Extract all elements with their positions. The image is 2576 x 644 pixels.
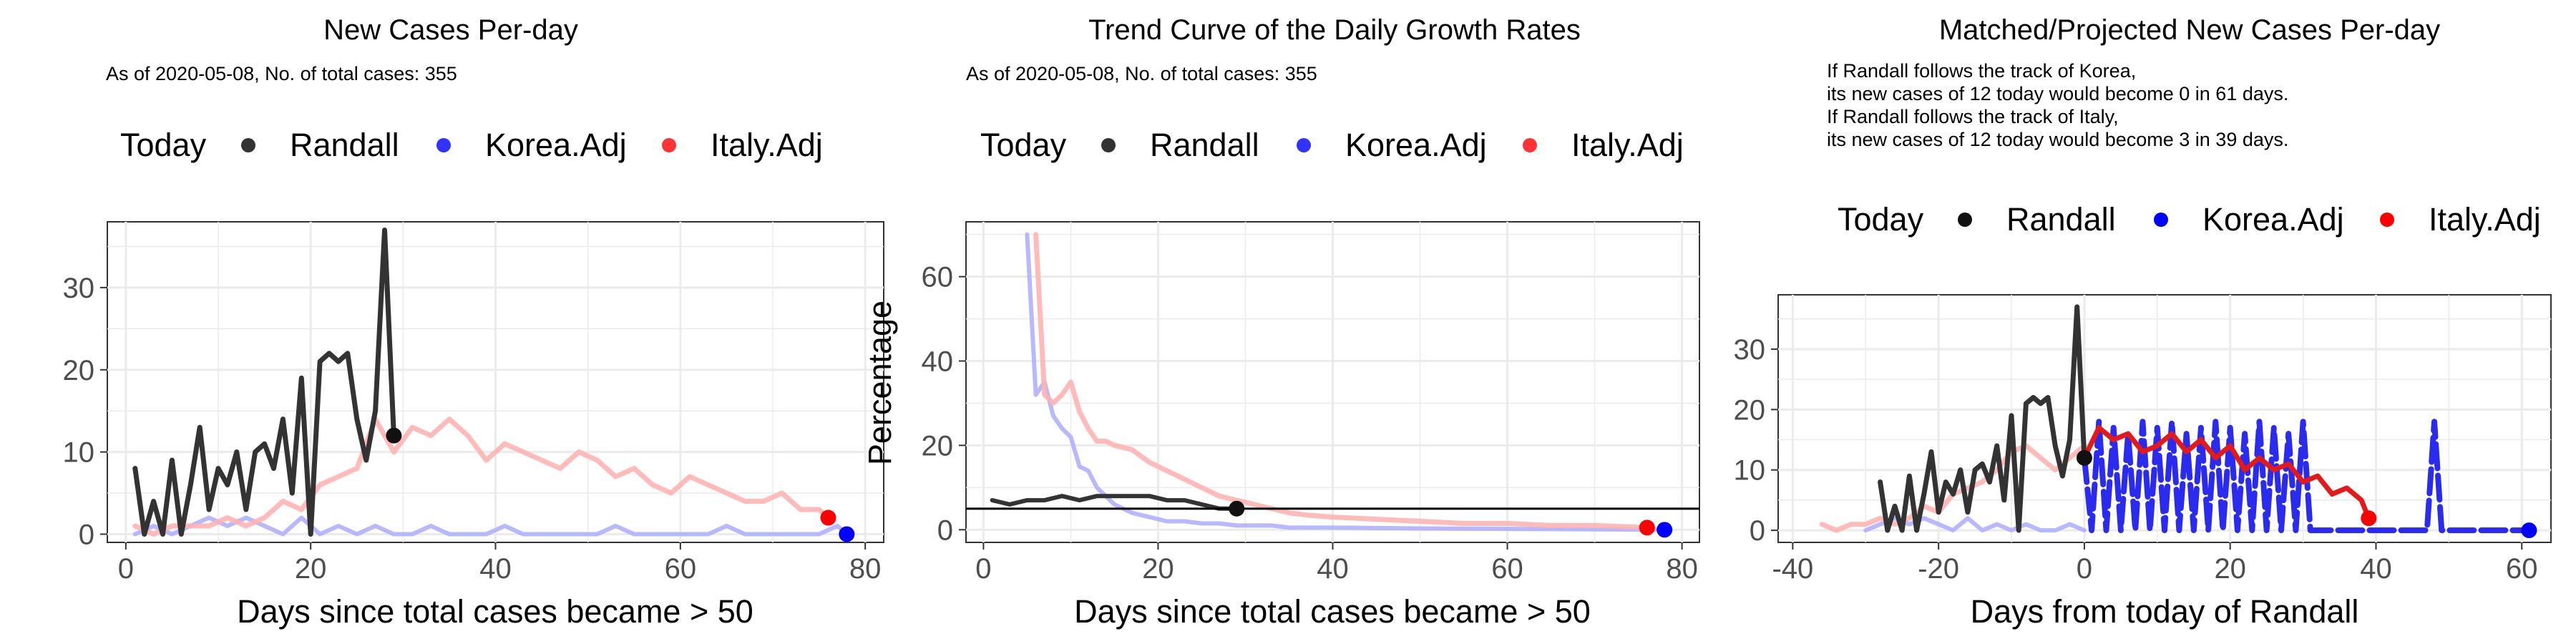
legend1-korea-label: Korea.Adj (485, 127, 627, 163)
x-tick-label: 20 (1142, 553, 1174, 585)
chart3-lines (1819, 304, 2532, 534)
x-tick-label: -20 (1918, 553, 1959, 585)
chart3-legend: Today Randall Korea.Adj Italy.Adj (1838, 201, 2541, 238)
chart-panel-2: Trend Curve of the Daily Growth Rates As… (862, 14, 1700, 630)
chart1-gridlines (107, 222, 884, 542)
x-tick-label: 60 (2506, 553, 2538, 585)
legend2-randall-dot (1101, 138, 1116, 152)
chart1-subtitle: As of 2020-05-08, No. of total cases: 35… (106, 63, 457, 84)
today-point-randall (1229, 500, 1245, 517)
y-tick-label: 20 (63, 355, 95, 386)
chart1-ticks: 0 20 40 60 80 0 10 20 30 (63, 273, 882, 585)
chart2-y-axis-label: Percentage (862, 301, 898, 465)
chart1-legend: Today Randall Korea.Adj Italy.Adj (120, 127, 823, 163)
legend3-title: Today (1838, 201, 1924, 238)
chart3-annotation-line-4: its new cases of 12 today would become 3… (1827, 129, 2288, 150)
series-line-randall (1878, 304, 2087, 533)
legend2-korea-label: Korea.Adj (1345, 127, 1487, 163)
legend3-randall-label: Randall (2006, 201, 2116, 238)
legend1-italy-dot (662, 138, 676, 152)
y-tick-label: 60 (922, 262, 954, 293)
y-tick-label: 0 (937, 514, 953, 546)
series-line-italy-adj (1033, 232, 1650, 530)
chart3-ticks: -40 -20 0 20 40 60 0 10 20 30 (1734, 334, 2538, 585)
series-line-randall (990, 494, 1239, 511)
legend1-randall-dot (241, 138, 255, 152)
legend2-italy-label: Italy.Adj (1571, 127, 1684, 163)
series-line-italy-adj-projected (2082, 425, 2371, 521)
series-line-randall (132, 228, 396, 537)
chart-panel-1: New Cases Per-day As of 2020-05-08, No. … (63, 14, 884, 630)
legend3-korea-label: Korea.Adj (2202, 201, 2344, 238)
legend1-randall-label: Randall (290, 127, 399, 163)
y-tick-label: 20 (922, 430, 954, 462)
y-tick-label: 10 (1734, 455, 1766, 487)
today-point-korea-adj (839, 526, 855, 542)
today-point-italy-adj (2361, 510, 2377, 527)
chart3-title: Matched/Projected New Cases Per-day (1939, 14, 2440, 46)
y-tick-label: 20 (1734, 394, 1766, 426)
chart3-annotation-line-3: If Randall follows the track of Italy, (1827, 106, 2119, 127)
y-tick-label: 30 (63, 273, 95, 304)
x-tick-label: 40 (1317, 553, 1349, 585)
today-point-randall (386, 427, 402, 444)
chart1-title: New Cases Per-day (323, 14, 578, 46)
today-point-korea-adj (1657, 522, 1673, 538)
chart2-x-axis-label: Days since total cases became > 50 (1074, 593, 1591, 630)
x-tick-label: 20 (295, 553, 327, 585)
today-point-italy-adj (1639, 519, 1655, 536)
series-line-korea-adj (1025, 232, 1667, 532)
x-tick-label: 60 (1491, 553, 1523, 585)
legend2-randall-label: Randall (1150, 127, 1259, 163)
legend2-italy-dot (1523, 138, 1537, 152)
chart2-legend: Today Randall Korea.Adj Italy.Adj (980, 127, 1684, 163)
x-tick-label: 40 (2360, 553, 2392, 585)
chart3-annotation-line-1: If Randall follows the track of Korea, (1827, 60, 2136, 82)
legend3-italy-dot (2380, 213, 2394, 227)
x-tick-label: 80 (1666, 553, 1698, 585)
today-point-italy-adj (820, 509, 836, 526)
legend3-italy-label: Italy.Adj (2429, 201, 2541, 238)
x-tick-label: 80 (849, 553, 882, 585)
chart1-lines (132, 228, 849, 537)
series-line-italy-adj (132, 416, 831, 537)
chart3-today-points (2076, 449, 2537, 539)
legend3-randall-dot (1958, 213, 1972, 227)
legend1-title: Today (120, 127, 207, 163)
y-tick-label: 30 (1734, 334, 1766, 366)
chart2-ticks: 0 20 40 60 80 0 20 40 60 (922, 262, 1698, 585)
legend2-title: Today (980, 127, 1067, 163)
x-tick-label: 0 (2077, 553, 2092, 585)
legend2-korea-dot (1297, 138, 1311, 152)
legend1-italy-label: Italy.Adj (711, 127, 823, 163)
y-tick-label: 0 (1750, 515, 1765, 547)
x-tick-label: 0 (975, 553, 991, 585)
x-tick-label: 20 (2214, 553, 2246, 585)
x-tick-label: -40 (1772, 553, 1813, 585)
x-tick-label: 0 (118, 553, 134, 585)
chart2-lines (990, 232, 1667, 532)
y-tick-label: 10 (63, 437, 95, 469)
chart1-x-axis-label: Days since total cases became > 50 (237, 593, 753, 630)
today-point-korea-adj (2521, 522, 2537, 539)
chart2-subtitle: As of 2020-05-08, No. of total cases: 35… (966, 63, 1317, 84)
today-point-randall (2076, 449, 2092, 466)
y-tick-label: 40 (922, 346, 954, 378)
chart3-annotation-line-2: its new cases of 12 today would become 0… (1827, 83, 2288, 104)
legend3-korea-dot (2154, 213, 2168, 227)
chart1-today-points (386, 427, 855, 542)
y-tick-label: 0 (79, 519, 94, 551)
series-line-korea-adj-projected (2081, 419, 2532, 534)
legend1-korea-dot (436, 138, 451, 152)
x-tick-label: 60 (665, 553, 697, 585)
x-tick-label: 40 (479, 553, 512, 585)
chart3-x-axis-label: Days from today of Randall (1971, 593, 2359, 630)
chart-panel-3: Matched/Projected New Cases Per-day If R… (1734, 14, 2552, 630)
chart2-title: Trend Curve of the Daily Growth Rates (1088, 14, 1581, 46)
chart2-today-points (1229, 500, 1673, 538)
